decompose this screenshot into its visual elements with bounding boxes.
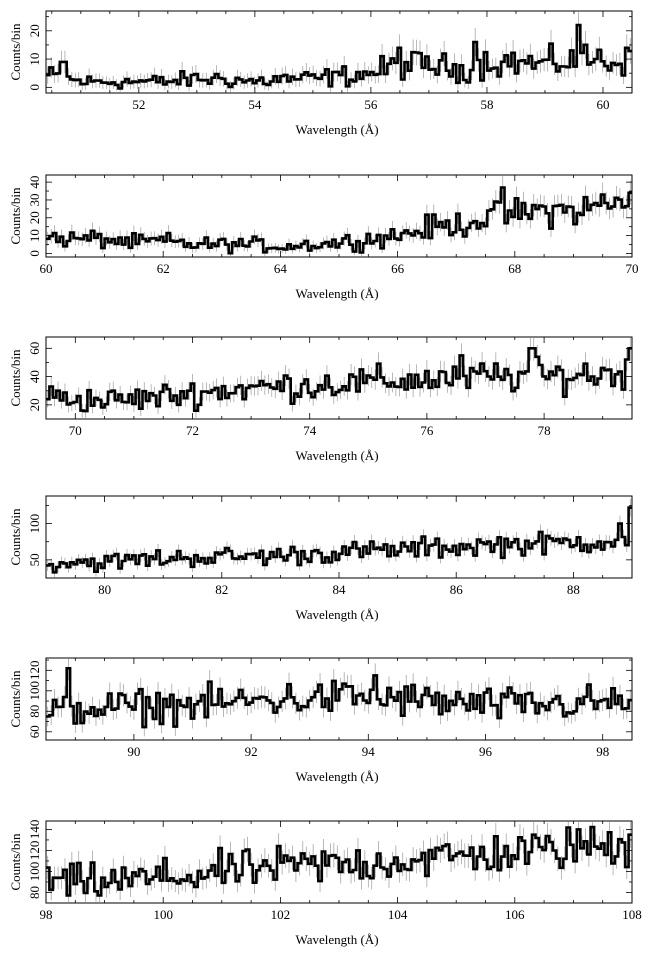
x-tick-label: 62 <box>157 261 170 276</box>
x-tick-label: 68 <box>508 261 521 276</box>
x-tick-label: 98 <box>40 907 53 922</box>
spectrum-series <box>46 825 632 897</box>
error-bars <box>47 338 631 418</box>
x-tick-label: 98 <box>596 744 609 759</box>
plot-frame <box>45 10 633 94</box>
x-tick-label: 54 <box>248 97 262 112</box>
y-tick-label: 20 <box>27 398 42 411</box>
y-tick-label: 140 <box>27 820 42 840</box>
x-tick-label: 102 <box>271 907 291 922</box>
y-axis-label: Counts/bin <box>8 349 23 407</box>
x-tick-label: 76 <box>420 423 434 438</box>
x-tick-label: 74 <box>303 423 317 438</box>
x-tick-label: 82 <box>215 582 228 597</box>
panel-3: 70 72 74 76 78 20 40 60 Counts/bin Wavelength (Å) <box>8 336 633 463</box>
panel-2: 60 62 64 66 68 70 0 10 20 30 40 Counts/bin Wavelengt… <box>8 174 639 301</box>
y-tick-label: 60 <box>27 342 42 355</box>
x-tick-label: 70 <box>69 423 82 438</box>
y-tick-label: 80 <box>27 705 42 718</box>
spectrum-series <box>46 506 632 574</box>
panel-4: 80 82 84 86 88 50 100 Counts/bin Wavelength (Å) <box>8 495 633 622</box>
y-tick-label: 80 <box>27 886 42 899</box>
x-tick-label: 80 <box>98 582 111 597</box>
y-tick-label: 100 <box>27 514 42 534</box>
x-tick-label: 66 <box>391 261 405 276</box>
x-axis-label: Wavelength (Å) <box>295 932 378 947</box>
y-axis-label: Counts/bin <box>8 23 23 81</box>
x-axis-label: Wavelength (Å) <box>295 122 378 137</box>
x-tick-label: 56 <box>364 97 378 112</box>
spectrum-series <box>46 23 632 90</box>
x-tick-label: 64 <box>274 261 288 276</box>
spectrum-series <box>46 667 632 729</box>
x-tick-label: 108 <box>622 907 642 922</box>
x-axis-label: Wavelength (Å) <box>295 286 378 301</box>
y-tick-label: 0 <box>27 250 42 257</box>
y-tick-label: 30 <box>27 194 42 207</box>
y-axis-label: Counts/bin <box>8 187 23 245</box>
x-tick-label: 60 <box>596 97 609 112</box>
y-tick-label: 20 <box>27 211 42 224</box>
x-tick-label: 86 <box>450 582 464 597</box>
x-tick-label: 100 <box>153 907 173 922</box>
spectrum-series <box>46 347 632 413</box>
plot-frame <box>45 495 633 579</box>
x-axis-label: Wavelength (Å) <box>295 448 378 463</box>
x-tick-label: 106 <box>505 907 525 922</box>
x-tick-label: 92 <box>245 744 258 759</box>
x-tick-label: 96 <box>479 744 493 759</box>
y-axis-label: Counts/bin <box>8 833 23 891</box>
x-tick-label: 84 <box>333 582 347 597</box>
x-axis-label: Wavelength (Å) <box>295 769 378 784</box>
x-tick-label: 88 <box>567 582 580 597</box>
x-tick-label: 58 <box>480 97 493 112</box>
y-tick-label: 40 <box>27 176 42 189</box>
x-tick-label: 52 <box>132 97 145 112</box>
panel-6: 98 100 102 104 106 10880100120140Counts/binWa… <box>8 820 642 947</box>
y-tick-label: 120 <box>27 661 42 681</box>
error-bars <box>47 12 631 92</box>
y-tick-label: 120 <box>27 841 42 861</box>
x-tick-label: 72 <box>186 423 199 438</box>
y-tick-label: 10 <box>27 229 42 242</box>
y-tick-label: 10 <box>27 53 42 66</box>
y-tick-label: 50 <box>27 553 42 566</box>
spectrum-series <box>46 186 632 255</box>
y-tick-label: 40 <box>27 370 42 383</box>
x-tick-label: 78 <box>538 423 551 438</box>
y-axis-label: Counts/bin <box>8 670 23 728</box>
x-tick-label: 104 <box>388 907 408 922</box>
y-tick-label: 100 <box>27 681 42 701</box>
x-tick-label: 60 <box>40 261 53 276</box>
y-tick-label: 20 <box>27 24 42 37</box>
x-axis-label: Wavelength (Å) <box>295 607 378 622</box>
y-tick-label: 60 <box>27 725 42 738</box>
x-tick-label: 94 <box>362 744 376 759</box>
y-axis-label: Counts/bin <box>8 508 23 566</box>
y-tick-label: 0 <box>27 84 42 91</box>
x-tick-label: 70 <box>626 261 639 276</box>
panel-1: 52 54 56 58 60 0 10 20 Counts/bin Wavelength (Å) <box>8 10 633 137</box>
y-tick-label: 100 <box>27 862 42 882</box>
x-tick-label: 90 <box>127 744 140 759</box>
